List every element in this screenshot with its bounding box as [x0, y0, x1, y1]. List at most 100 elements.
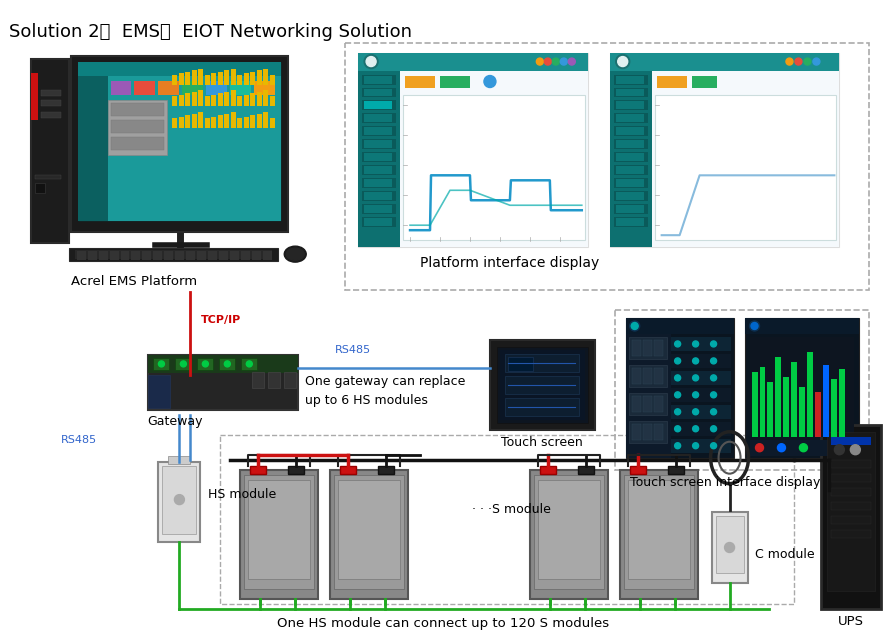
FancyBboxPatch shape [162, 466, 196, 534]
FancyBboxPatch shape [98, 251, 107, 254]
FancyBboxPatch shape [642, 368, 651, 384]
FancyBboxPatch shape [120, 254, 129, 257]
Circle shape [674, 392, 680, 398]
FancyBboxPatch shape [814, 392, 820, 436]
FancyBboxPatch shape [76, 254, 85, 257]
FancyBboxPatch shape [269, 75, 275, 84]
FancyBboxPatch shape [749, 440, 853, 456]
FancyBboxPatch shape [615, 102, 643, 109]
Text: Gateway: Gateway [147, 415, 203, 427]
FancyBboxPatch shape [361, 127, 396, 136]
Circle shape [755, 443, 763, 452]
FancyBboxPatch shape [806, 352, 812, 436]
FancyBboxPatch shape [749, 337, 853, 436]
FancyBboxPatch shape [164, 251, 174, 254]
Text: RS485: RS485 [60, 435, 97, 445]
Circle shape [366, 57, 376, 66]
FancyBboxPatch shape [241, 251, 250, 254]
FancyBboxPatch shape [269, 118, 275, 128]
FancyBboxPatch shape [653, 396, 662, 412]
Circle shape [777, 443, 785, 452]
FancyBboxPatch shape [402, 95, 584, 240]
Circle shape [850, 445, 859, 455]
FancyBboxPatch shape [198, 112, 203, 128]
FancyBboxPatch shape [208, 254, 217, 257]
FancyBboxPatch shape [230, 68, 236, 84]
FancyBboxPatch shape [358, 52, 587, 70]
FancyBboxPatch shape [830, 530, 870, 537]
Text: One gateway can replace
up to 6 HS modules: One gateway can replace up to 6 HS modul… [305, 375, 465, 407]
FancyBboxPatch shape [830, 488, 870, 496]
Text: TCP/IP: TCP/IP [200, 315, 240, 325]
Circle shape [692, 341, 698, 347]
FancyBboxPatch shape [77, 75, 107, 221]
FancyBboxPatch shape [244, 73, 249, 84]
FancyBboxPatch shape [288, 466, 304, 473]
FancyBboxPatch shape [263, 257, 272, 259]
FancyBboxPatch shape [820, 425, 881, 610]
FancyBboxPatch shape [364, 219, 392, 226]
FancyBboxPatch shape [629, 466, 645, 473]
FancyBboxPatch shape [88, 251, 97, 254]
FancyBboxPatch shape [537, 480, 599, 580]
FancyBboxPatch shape [715, 516, 742, 573]
FancyBboxPatch shape [257, 70, 261, 84]
FancyBboxPatch shape [219, 358, 235, 370]
FancyBboxPatch shape [830, 516, 870, 523]
FancyBboxPatch shape [111, 104, 164, 116]
FancyBboxPatch shape [334, 475, 404, 589]
Circle shape [710, 392, 716, 398]
FancyBboxPatch shape [179, 95, 183, 107]
FancyBboxPatch shape [185, 93, 190, 107]
FancyBboxPatch shape [361, 100, 396, 111]
Circle shape [674, 443, 680, 449]
FancyBboxPatch shape [653, 340, 662, 356]
FancyBboxPatch shape [172, 118, 177, 128]
FancyBboxPatch shape [224, 92, 229, 107]
Text: C module: C module [754, 548, 813, 561]
FancyBboxPatch shape [540, 466, 556, 473]
Circle shape [674, 409, 680, 415]
FancyBboxPatch shape [198, 91, 203, 107]
FancyBboxPatch shape [211, 73, 216, 84]
FancyBboxPatch shape [77, 61, 281, 221]
FancyBboxPatch shape [790, 362, 797, 436]
FancyBboxPatch shape [230, 91, 236, 107]
FancyBboxPatch shape [211, 117, 216, 128]
FancyBboxPatch shape [439, 75, 470, 88]
FancyBboxPatch shape [615, 166, 643, 174]
FancyBboxPatch shape [172, 96, 177, 107]
FancyBboxPatch shape [625, 318, 733, 458]
FancyBboxPatch shape [613, 152, 647, 162]
FancyBboxPatch shape [206, 81, 227, 95]
FancyBboxPatch shape [205, 75, 210, 84]
FancyBboxPatch shape [504, 354, 579, 372]
FancyBboxPatch shape [153, 358, 169, 370]
FancyBboxPatch shape [71, 56, 288, 232]
FancyBboxPatch shape [252, 257, 261, 259]
FancyBboxPatch shape [219, 257, 228, 259]
Text: Touch screen interface display: Touch screen interface display [629, 475, 820, 489]
FancyBboxPatch shape [613, 204, 647, 214]
FancyBboxPatch shape [111, 137, 164, 150]
FancyBboxPatch shape [224, 114, 229, 128]
FancyBboxPatch shape [364, 166, 392, 174]
Circle shape [568, 58, 575, 65]
FancyBboxPatch shape [508, 357, 532, 371]
FancyBboxPatch shape [168, 456, 190, 464]
FancyBboxPatch shape [244, 95, 249, 107]
Circle shape [750, 323, 758, 330]
FancyBboxPatch shape [613, 100, 647, 111]
FancyBboxPatch shape [364, 89, 392, 96]
FancyBboxPatch shape [186, 257, 195, 259]
FancyBboxPatch shape [613, 114, 647, 123]
Circle shape [552, 58, 559, 65]
Text: UPS: UPS [837, 615, 863, 628]
FancyBboxPatch shape [230, 112, 236, 128]
Circle shape [692, 426, 698, 432]
FancyBboxPatch shape [198, 254, 206, 257]
FancyBboxPatch shape [625, 318, 733, 334]
FancyBboxPatch shape [175, 254, 184, 257]
FancyBboxPatch shape [35, 175, 60, 180]
FancyBboxPatch shape [364, 102, 392, 109]
